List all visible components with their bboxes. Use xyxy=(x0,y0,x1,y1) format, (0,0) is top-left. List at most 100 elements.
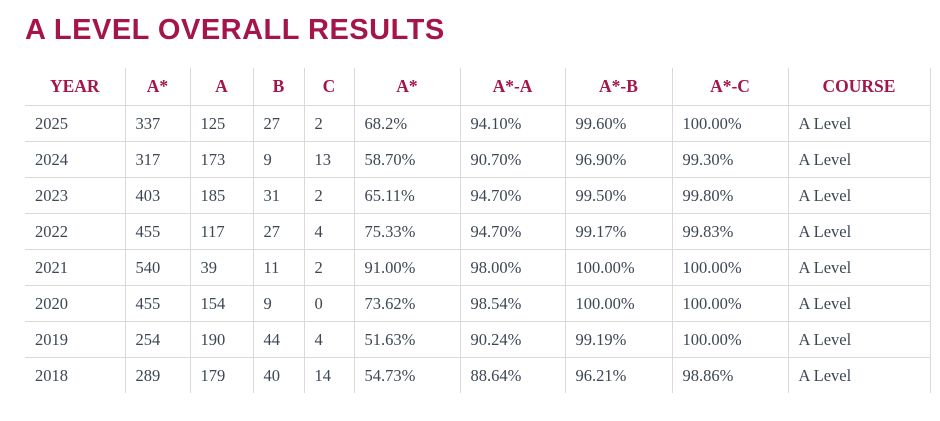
cell-c: 2 xyxy=(304,105,355,142)
cell-course: A Level xyxy=(788,357,931,393)
column-header-year: YEAR xyxy=(25,68,126,106)
cell-b: 27 xyxy=(253,105,305,142)
cell-c: 0 xyxy=(304,285,355,322)
cell-a-star: 403 xyxy=(125,177,191,214)
cell-a-star-c-pct: 99.80% xyxy=(672,177,789,214)
column-header-course: COURSE xyxy=(788,68,931,106)
cell-a: 185 xyxy=(190,177,254,214)
table-row: 2023 403 185 31 2 65.11% 94.70% 99.50% 99.80% A L… xyxy=(25,177,931,214)
cell-year: 2022 xyxy=(25,213,126,250)
table-row: 2021 540 39 11 2 91.00% 98.00% 100.00% 100.00% A … xyxy=(25,249,931,286)
cell-a-star-a-pct: 94.70% xyxy=(460,213,566,250)
column-header-a-star-c-pct: A*-C xyxy=(672,68,789,106)
cell-a-star-pct: 91.00% xyxy=(354,249,461,286)
cell-a-star-b-pct: 99.50% xyxy=(565,177,673,214)
cell-b: 27 xyxy=(253,213,305,250)
cell-c: 4 xyxy=(304,321,355,358)
cell-c: 4 xyxy=(304,213,355,250)
column-header-a-star-a-pct: A*-A xyxy=(460,68,566,106)
cell-a-star-b-pct: 96.21% xyxy=(565,357,673,393)
table-row: 2020 455 154 9 0 73.62% 98.54% 100.00% 100.00% A … xyxy=(25,285,931,322)
cell-a-star: 317 xyxy=(125,141,191,178)
cell-a: 154 xyxy=(190,285,254,322)
cell-year: 2021 xyxy=(25,249,126,286)
column-header-a: A xyxy=(190,68,254,106)
cell-b: 9 xyxy=(253,141,305,178)
cell-a-star-b-pct: 96.90% xyxy=(565,141,673,178)
cell-a-star-c-pct: 99.30% xyxy=(672,141,789,178)
cell-course: A Level xyxy=(788,249,931,286)
cell-c: 14 xyxy=(304,357,355,393)
cell-a-star-pct: 65.11% xyxy=(354,177,461,214)
cell-b: 11 xyxy=(253,249,305,286)
results-table: YEAR A* A B C A* A*-A A*-B A*-C COURSE 2025 337 125… xyxy=(25,68,931,393)
cell-a: 117 xyxy=(190,213,254,250)
column-header-a-star-b-pct: A*-B xyxy=(565,68,673,106)
cell-a-star-pct: 51.63% xyxy=(354,321,461,358)
cell-course: A Level xyxy=(788,213,931,250)
table-row: 2019 254 190 44 4 51.63% 90.24% 99.19% 100.00% A … xyxy=(25,321,931,358)
column-header-a-star: A* xyxy=(125,68,191,106)
cell-a-star-c-pct: 99.83% xyxy=(672,213,789,250)
cell-a: 179 xyxy=(190,357,254,393)
cell-year: 2020 xyxy=(25,285,126,322)
table-row: 2022 455 117 27 4 75.33% 94.70% 99.17% 99.83% A L… xyxy=(25,213,931,250)
cell-a-star-pct: 54.73% xyxy=(354,357,461,393)
cell-a-star: 540 xyxy=(125,249,191,286)
cell-course: A Level xyxy=(788,285,931,322)
cell-a-star-a-pct: 98.54% xyxy=(460,285,566,322)
results-table-body: 2025 337 125 27 2 68.2% 94.10% 99.60% 100.00% A L… xyxy=(25,105,931,393)
cell-a-star-b-pct: 99.19% xyxy=(565,321,673,358)
cell-course: A Level xyxy=(788,177,931,214)
cell-c: 2 xyxy=(304,249,355,286)
cell-b: 9 xyxy=(253,285,305,322)
cell-a-star-pct: 75.33% xyxy=(354,213,461,250)
cell-b: 40 xyxy=(253,357,305,393)
cell-c: 13 xyxy=(304,141,355,178)
cell-a-star-a-pct: 94.10% xyxy=(460,105,566,142)
cell-a-star: 289 xyxy=(125,357,191,393)
cell-a-star-c-pct: 100.00% xyxy=(672,105,789,142)
cell-a-star: 455 xyxy=(125,285,191,322)
header-row: YEAR A* A B C A* A*-A A*-B A*-C COURSE xyxy=(25,68,931,106)
column-header-c: C xyxy=(304,68,355,106)
cell-a-star-c-pct: 100.00% xyxy=(672,249,789,286)
cell-a-star-b-pct: 99.60% xyxy=(565,105,673,142)
cell-a-star-pct: 58.70% xyxy=(354,141,461,178)
cell-a-star-b-pct: 99.17% xyxy=(565,213,673,250)
cell-a-star-b-pct: 100.00% xyxy=(565,285,673,322)
table-row: 2024 317 173 9 13 58.70% 90.70% 96.90% 99.30% A L… xyxy=(25,141,931,178)
cell-year: 2024 xyxy=(25,141,126,178)
table-row: 2018 289 179 40 14 54.73% 88.64% 96.21% 98.86% A … xyxy=(25,357,931,393)
cell-a-star-c-pct: 98.86% xyxy=(672,357,789,393)
cell-course: A Level xyxy=(788,321,931,358)
cell-a-star-b-pct: 100.00% xyxy=(565,249,673,286)
cell-year: 2023 xyxy=(25,177,126,214)
cell-a-star-pct: 68.2% xyxy=(354,105,461,142)
cell-year: 2019 xyxy=(25,321,126,358)
cell-a-star-a-pct: 90.70% xyxy=(460,141,566,178)
column-header-b: B xyxy=(253,68,305,106)
cell-a-star-a-pct: 88.64% xyxy=(460,357,566,393)
cell-b: 44 xyxy=(253,321,305,358)
cell-a-star: 254 xyxy=(125,321,191,358)
cell-a-star: 455 xyxy=(125,213,191,250)
cell-a-star-a-pct: 94.70% xyxy=(460,177,566,214)
column-header-a-star-pct: A* xyxy=(354,68,461,106)
results-table-head: YEAR A* A B C A* A*-A A*-B A*-C COURSE xyxy=(25,68,931,106)
cell-a: 39 xyxy=(190,249,254,286)
table-row: 2025 337 125 27 2 68.2% 94.10% 99.60% 100.00% A L… xyxy=(25,105,931,142)
cell-a-star-a-pct: 98.00% xyxy=(460,249,566,286)
cell-a: 125 xyxy=(190,105,254,142)
cell-a-star-c-pct: 100.00% xyxy=(672,321,789,358)
page-title: A LEVEL OVERALL RESULTS xyxy=(25,14,445,46)
cell-a: 190 xyxy=(190,321,254,358)
cell-a-star-pct: 73.62% xyxy=(354,285,461,322)
cell-b: 31 xyxy=(253,177,305,214)
cell-a-star: 337 xyxy=(125,105,191,142)
cell-year: 2025 xyxy=(25,105,126,142)
cell-year: 2018 xyxy=(25,357,126,393)
cell-course: A Level xyxy=(788,141,931,178)
cell-a-star-a-pct: 90.24% xyxy=(460,321,566,358)
